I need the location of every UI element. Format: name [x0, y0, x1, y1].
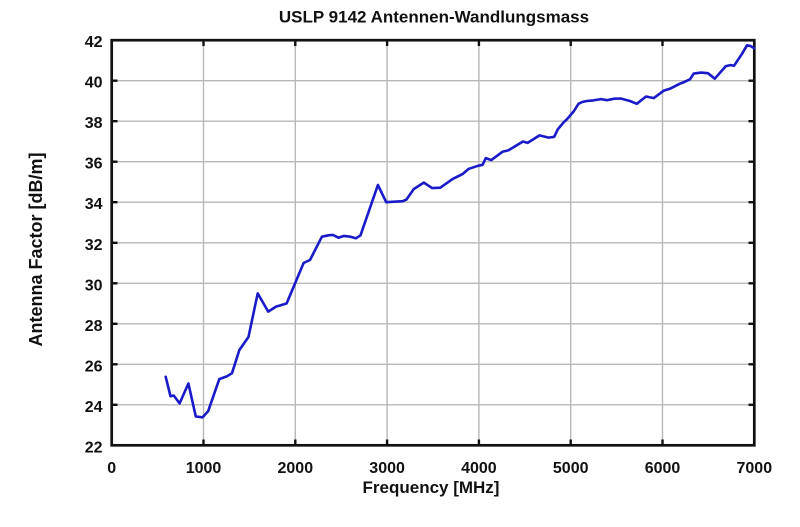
- svg-text:7000: 7000: [737, 460, 773, 477]
- svg-text:26: 26: [85, 358, 103, 375]
- svg-text:5000: 5000: [553, 460, 589, 477]
- svg-text:2000: 2000: [278, 460, 314, 477]
- svg-text:Frequency [MHz]: Frequency [MHz]: [363, 478, 500, 497]
- svg-text:1000: 1000: [186, 460, 222, 477]
- svg-text:32: 32: [85, 237, 103, 254]
- svg-text:42: 42: [85, 34, 103, 51]
- svg-text:Antenna Factor [dB/m]: Antenna Factor [dB/m]: [26, 152, 46, 346]
- svg-text:40: 40: [85, 75, 103, 92]
- svg-text:6000: 6000: [645, 460, 681, 477]
- svg-text:38: 38: [85, 115, 103, 132]
- svg-text:22: 22: [85, 439, 103, 456]
- svg-text:4000: 4000: [461, 460, 497, 477]
- svg-text:28: 28: [85, 318, 103, 335]
- svg-text:34: 34: [85, 196, 103, 213]
- svg-text:3000: 3000: [369, 460, 405, 477]
- svg-text:0: 0: [107, 460, 116, 477]
- svg-text:USLP 9142 Antennen-Wandlungsma: USLP 9142 Antennen-Wandlungsmass: [279, 8, 589, 27]
- svg-text:30: 30: [85, 277, 103, 294]
- svg-text:24: 24: [85, 399, 103, 416]
- svg-text:36: 36: [85, 156, 103, 173]
